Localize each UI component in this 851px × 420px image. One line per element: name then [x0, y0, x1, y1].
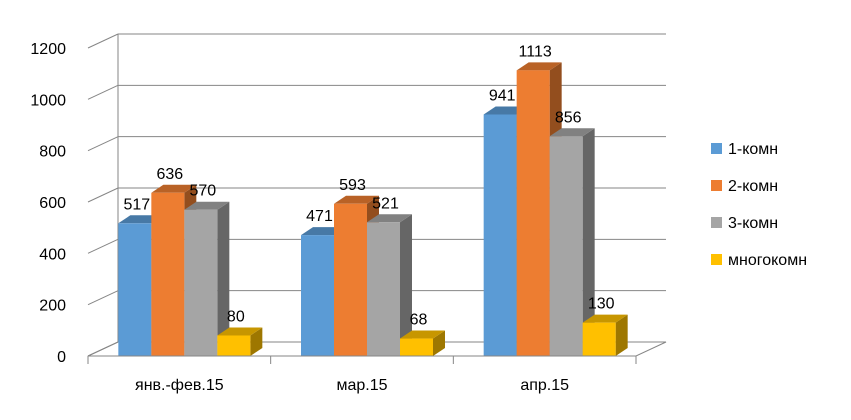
gridline-side: [87, 136, 119, 152]
gridline-side: [87, 84, 119, 100]
bar-group: [118, 62, 628, 356]
bar-front: [118, 223, 152, 356]
data-label: 636: [156, 166, 183, 183]
x-tick-label: мар.15: [336, 377, 387, 394]
bar-side: [217, 201, 230, 356]
bar-top: [400, 330, 445, 339]
bar-side: [433, 330, 445, 356]
data-label: 570: [189, 183, 216, 200]
y-tick-label: 1000: [30, 92, 66, 109]
x-axis: янв.-фев.15 мар.15 апр.15: [87, 355, 637, 394]
legend-swatch: [711, 143, 722, 154]
data-label: 130: [588, 296, 615, 313]
bar: [184, 201, 230, 356]
data-labels: 517 636 570 80 471 593 521 68 941 1113 856 130: [123, 43, 614, 328]
bar-front: [217, 335, 251, 356]
bar-top: [516, 62, 562, 71]
bar-side: [582, 128, 595, 356]
legend-label: 2-комн: [728, 178, 778, 195]
y-tick-label: 1200: [30, 41, 66, 58]
bar-front: [400, 338, 433, 356]
data-label: 856: [555, 109, 582, 126]
y-tick-label: 0: [57, 349, 66, 366]
legend-swatch: [711, 180, 722, 191]
bar-side: [250, 327, 263, 356]
bar-front: [582, 322, 616, 356]
bar: [549, 128, 595, 356]
legend-label: многокомн: [728, 252, 807, 269]
legend-label: 1-комн: [728, 141, 778, 158]
bar-top: [549, 128, 595, 137]
y-axis: 0 200 400 600 800 1000 1200: [30, 41, 66, 366]
x-tick-label: апр.15: [520, 377, 569, 394]
data-label: 517: [123, 196, 150, 213]
bar-front: [301, 235, 334, 356]
bar-front: [334, 203, 367, 356]
bar-front: [483, 114, 517, 356]
bar-top: [334, 195, 379, 204]
bar-front: [151, 192, 185, 356]
gridline-side: [87, 187, 119, 203]
y-tick-label: 800: [39, 144, 66, 161]
x-tick-label: янв.-фев.15: [135, 377, 224, 394]
legend: 1-комн 2-комн 3-комн многокомн: [711, 141, 807, 269]
legend-swatch: [711, 254, 722, 265]
bar: [582, 314, 628, 356]
bar-top: [217, 327, 263, 336]
data-label: 80: [227, 308, 245, 325]
bar-top: [367, 214, 412, 223]
data-label: 941: [489, 87, 516, 104]
gridline-side: [87, 238, 119, 254]
bar-top: [582, 314, 628, 323]
data-label: 521: [372, 195, 399, 212]
bar-front: [367, 222, 400, 356]
data-label: 68: [410, 312, 428, 329]
legend-label: 3-комн: [728, 215, 778, 232]
y-tick-label: 400: [39, 246, 66, 263]
data-label: 593: [339, 177, 366, 194]
bar: [217, 327, 263, 356]
data-label: 471: [306, 208, 333, 225]
legend-swatch: [711, 217, 722, 228]
bar-front: [549, 136, 583, 356]
bar-top: [184, 201, 230, 210]
data-label: 1113: [519, 43, 552, 60]
gridline-side: [87, 290, 119, 306]
bar-side: [615, 314, 628, 356]
bar: [400, 330, 445, 356]
bar-front: [184, 209, 218, 356]
gridline-side: [87, 33, 119, 49]
bar: [367, 214, 412, 356]
bar-side: [400, 214, 412, 356]
bar-front: [516, 70, 550, 356]
y-tick-label: 600: [39, 195, 66, 212]
bar-top: [151, 184, 197, 193]
y-tick-label: 200: [39, 298, 66, 315]
